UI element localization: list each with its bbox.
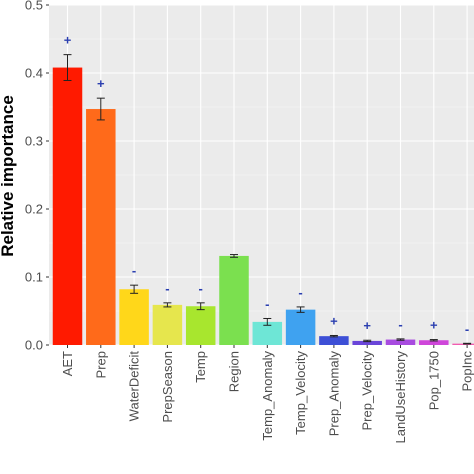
bar-Temp_Anomaly xyxy=(252,321,283,345)
bars xyxy=(52,67,474,345)
x-axis-ticks: AET Prep WaterDeficit PrepSeason Temp Region T… xyxy=(60,345,474,444)
error-bars xyxy=(63,54,472,345)
y-tick-label: 0.3 xyxy=(25,134,43,149)
y-axis-label: Relative importance xyxy=(0,95,17,257)
x-tick-label: Pop_1750 xyxy=(426,351,441,410)
x-tick-label: AET xyxy=(60,351,75,376)
bar-Pop_1750 xyxy=(419,340,449,345)
bar-Prep xyxy=(86,109,116,345)
bar-Prep_Anomaly xyxy=(319,336,349,345)
error-bar-AET xyxy=(63,54,72,81)
x-tick-label: LandUseHistory xyxy=(393,351,408,444)
x-tick-label: PopInc xyxy=(460,351,474,392)
y-axis-ticks: 0.0 0.1 0.2 0.3 0.4 0.5 xyxy=(25,0,49,353)
x-tick-label: WaterDeficit xyxy=(127,351,142,422)
x-tick-label: Prep_Velocity xyxy=(360,351,375,431)
y-tick-label: 0.1 xyxy=(25,270,43,285)
bar-AET xyxy=(52,67,83,345)
x-tick-label: PrepSeason xyxy=(160,351,175,423)
x-tick-label: Temp_Velocity xyxy=(293,351,308,435)
x-tick-label: Prep_Anomaly xyxy=(326,351,341,437)
bar-Prep_Velocity xyxy=(352,340,382,345)
bar-Temp xyxy=(185,306,216,345)
sign-label-Temp_Anomaly: - xyxy=(265,296,269,311)
sign-label-PopInc: - xyxy=(465,321,469,336)
error-bar-Prep xyxy=(96,97,105,121)
grid-major xyxy=(49,4,474,346)
x-tick-label: Temp_Anomaly xyxy=(260,351,275,441)
error-bar-Temp_Velocity xyxy=(296,306,305,313)
x-tick-label: Prep xyxy=(93,351,108,378)
sign-label-LandUseHistory: - xyxy=(398,317,402,332)
sign-label-Temp: - xyxy=(199,281,203,296)
sign-labels: + + - - - - - + + - + - xyxy=(64,33,470,337)
x-tick-label: Temp xyxy=(193,351,208,383)
error-bar-PrepSeason xyxy=(163,302,172,308)
bar-LandUseHistory xyxy=(385,339,416,345)
sign-label-Prep: + xyxy=(97,76,105,91)
bar-Region xyxy=(219,255,249,345)
error-bar-Temp_Anomaly xyxy=(263,317,272,326)
error-bar-WaterDeficit xyxy=(130,284,139,294)
y-tick-label: 0.2 xyxy=(25,202,43,217)
y-tick-label: 0.5 xyxy=(25,0,43,13)
sign-label-Pop_1750: + xyxy=(430,318,438,333)
bar-WaterDeficit xyxy=(119,289,149,345)
bar-Temp_Velocity xyxy=(285,309,316,345)
y-tick-label: 0.4 xyxy=(25,66,43,81)
sign-label-Temp_Velocity: - xyxy=(298,285,302,300)
error-bar-LandUseHistory xyxy=(396,338,405,341)
sign-label-PrepSeason: - xyxy=(165,281,169,296)
sign-label-AET: + xyxy=(64,33,72,48)
error-bar-Prep_Velocity xyxy=(363,339,372,343)
error-bar-Pop_1750 xyxy=(429,339,438,342)
x-tick-label: Region xyxy=(227,351,242,392)
sign-label-Prep_Velocity: + xyxy=(363,318,371,333)
error-bar-Region xyxy=(230,254,238,258)
error-bar-Prep_Anomaly xyxy=(329,334,338,338)
error-bar-PopInc xyxy=(463,342,472,345)
error-bar-Temp xyxy=(196,302,205,311)
sign-label-WaterDeficit: - xyxy=(132,263,136,278)
bar-PrepSeason xyxy=(152,304,183,345)
y-tick-label: 0.0 xyxy=(25,338,43,353)
sign-label-Prep_Anomaly: + xyxy=(330,313,338,328)
